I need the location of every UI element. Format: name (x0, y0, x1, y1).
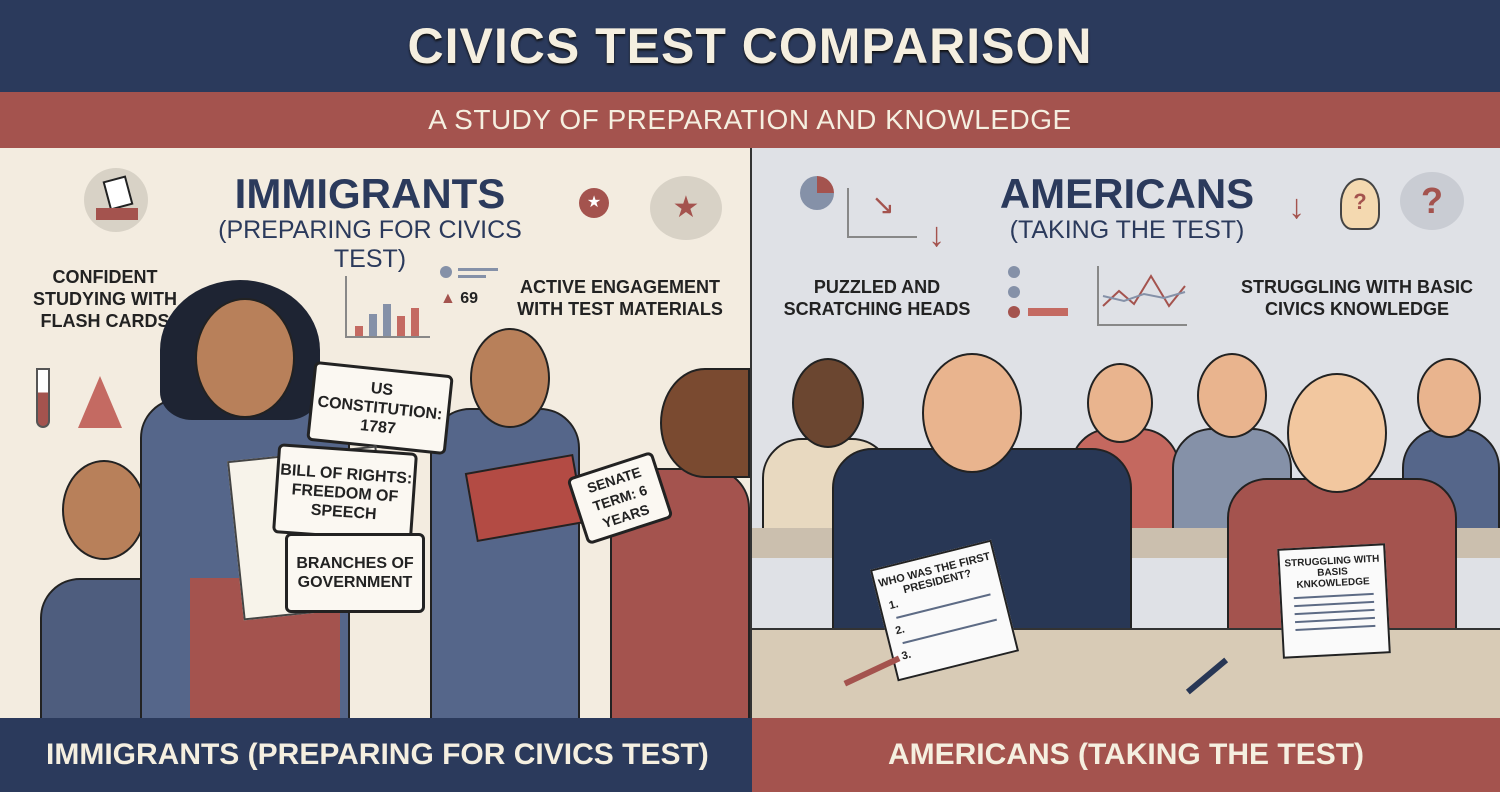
immigrants-panel: IMMIGRANTS (PREPARING FOR CIVICS TEST) C… (0, 148, 750, 728)
ballot-box-icon (84, 168, 148, 232)
caption-struggling: STRUGGLING WITH BASIC CIVICS KNOWLEDGE (1241, 277, 1473, 319)
student-back-3-head (1197, 353, 1267, 438)
lightbulb-icon: ? (1340, 178, 1380, 230)
down-arrow-icon-2: ↓ (1288, 188, 1305, 226)
student-back-1-head (792, 358, 864, 448)
immigrants-heading: IMMIGRANTS (234, 170, 506, 217)
up-triangle-icon: ▲ (440, 290, 461, 307)
woman-head (195, 298, 295, 418)
americans-subheading: (TAKING THE TEST) (1009, 216, 1245, 244)
caption-puzzled: PUZZLED AND SCRATCHING HEADS (783, 277, 971, 319)
bar-chart-icon (345, 276, 430, 338)
footer-immigrants-label: IMMIGRANTS (PREPARING FOR CIVICS TEST) (46, 738, 709, 771)
student-back-2-head (1087, 363, 1153, 443)
flash-card-bill-of-rights: BILL OF RIGHTS: FREEDOM OF SPEECH (272, 443, 418, 543)
title-banner: CIVICS TEST COMPARISON (0, 0, 1500, 92)
panel-divider (750, 148, 752, 718)
paper-title: STRUGGLING WITH BASIS KNKOWLEDGE (1284, 553, 1380, 591)
list-icon (1008, 266, 1078, 318)
hand-star-icon: ★ (565, 188, 629, 238)
caption-flash-cards: CONFIDENT STUDYING WITH FLASH CARDS (33, 267, 177, 331)
question-bubble-icon: ? (1400, 172, 1464, 230)
caption-engagement: ACTIVE ENGAGEMENT WITH TEST MATERIALS (517, 277, 723, 319)
stat-number: 69 (460, 290, 479, 307)
page-title: CIVICS TEST COMPARISON (407, 18, 1093, 74)
trend-down-icon: ↘ (847, 188, 917, 238)
woman2-head (660, 368, 750, 478)
student-back-4-head (1417, 358, 1481, 438)
chemistry-flask-icon (30, 348, 122, 438)
flash-card-constitution: US CONSTITUTION: 1787 (306, 360, 454, 456)
man-head (470, 328, 550, 428)
subtitle-banner: A STUDY OF PREPARATION AND KNOWLEDGE (0, 92, 1500, 148)
pie-chart-icon (800, 176, 834, 210)
footer-americans-label: AMERICANS (TAKING THE TEST) (887, 738, 1365, 771)
test-paper-struggling: STRUGGLING WITH BASIS KNKOWLEDGE (1277, 543, 1391, 659)
flash-card-branches: BRANCHES OF GOVERNMENT (285, 533, 425, 613)
award-icon: ★ (650, 176, 722, 240)
footer-americans: AMERICANS (TAKING THE TEST) (752, 718, 1500, 792)
down-arrow-icon: ↓ (928, 216, 945, 254)
puzzled-man-head (922, 353, 1022, 473)
footer-immigrants: IMMIGRANTS (PREPARING FOR CIVICS TEST) (0, 718, 752, 792)
page-subtitle: A STUDY OF PREPARATION AND KNOWLEDGE (428, 104, 1072, 135)
stat-value: ▲ 69 (440, 290, 478, 308)
child-head (62, 460, 146, 560)
struggling-woman-head (1287, 373, 1387, 493)
immigrants-subheading: (PREPARING FOR CIVICS TEST) (218, 216, 522, 273)
list-icon (440, 266, 500, 280)
americans-panel: AMERICANS (TAKING THE TEST) PUZZLED AND … (752, 148, 1500, 718)
line-chart-icon (1097, 266, 1187, 326)
americans-heading: AMERICANS (999, 170, 1255, 217)
